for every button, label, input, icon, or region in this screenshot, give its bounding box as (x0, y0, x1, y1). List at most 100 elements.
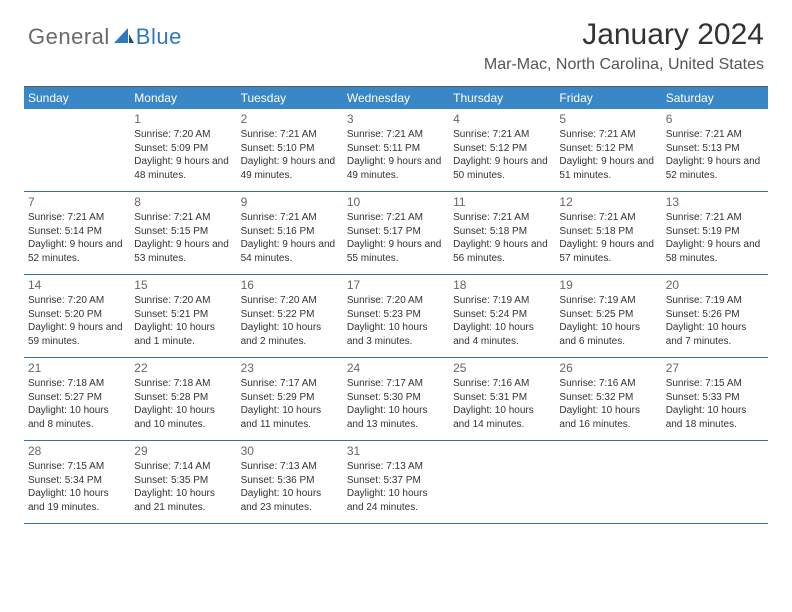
day-number: 17 (347, 277, 445, 293)
cell-line: Daylight: 10 hours and 16 minutes. (559, 404, 657, 431)
cell-line: Sunset: 5:15 PM (134, 225, 232, 239)
day-number: 16 (241, 277, 339, 293)
cell-line: Daylight: 10 hours and 23 minutes. (241, 487, 339, 514)
cell-line: Sunset: 5:22 PM (241, 308, 339, 322)
cell-line: Sunrise: 7:14 AM (134, 460, 232, 474)
calendar-cell: 30Sunrise: 7:13 AMSunset: 5:36 PMDayligh… (237, 441, 343, 523)
calendar-cell: 16Sunrise: 7:20 AMSunset: 5:22 PMDayligh… (237, 275, 343, 357)
cell-line: Sunset: 5:14 PM (28, 225, 126, 239)
calendar-cell: 3Sunrise: 7:21 AMSunset: 5:11 PMDaylight… (343, 109, 449, 191)
day-number: 21 (28, 360, 126, 376)
cell-line: Sunrise: 7:15 AM (28, 460, 126, 474)
day-number: 12 (559, 194, 657, 210)
week-row: 28Sunrise: 7:15 AMSunset: 5:34 PMDayligh… (24, 441, 768, 524)
cell-line: Sunset: 5:24 PM (453, 308, 551, 322)
cell-line: Daylight: 9 hours and 50 minutes. (453, 155, 551, 182)
day-number: 19 (559, 277, 657, 293)
day-number: 18 (453, 277, 551, 293)
cell-line: Daylight: 9 hours and 48 minutes. (134, 155, 232, 182)
day-number: 3 (347, 111, 445, 127)
cell-line: Sunrise: 7:20 AM (28, 294, 126, 308)
week-row: 21Sunrise: 7:18 AMSunset: 5:27 PMDayligh… (24, 358, 768, 441)
cell-line: Daylight: 9 hours and 49 minutes. (347, 155, 445, 182)
cell-line: Daylight: 9 hours and 57 minutes. (559, 238, 657, 265)
cell-line: Sunset: 5:17 PM (347, 225, 445, 239)
cell-line: Daylight: 10 hours and 4 minutes. (453, 321, 551, 348)
cell-line: Sunset: 5:29 PM (241, 391, 339, 405)
cell-line: Sunset: 5:31 PM (453, 391, 551, 405)
cell-line: Sunrise: 7:13 AM (241, 460, 339, 474)
calendar-cell: 24Sunrise: 7:17 AMSunset: 5:30 PMDayligh… (343, 358, 449, 440)
calendar-cell: 4Sunrise: 7:21 AMSunset: 5:12 PMDaylight… (449, 109, 555, 191)
day-number: 29 (134, 443, 232, 459)
location-text: Mar-Mac, North Carolina, United States (484, 56, 764, 74)
calendar-cell: 22Sunrise: 7:18 AMSunset: 5:28 PMDayligh… (130, 358, 236, 440)
calendar-cell: 27Sunrise: 7:15 AMSunset: 5:33 PMDayligh… (662, 358, 768, 440)
calendar-cell: 2Sunrise: 7:21 AMSunset: 5:10 PMDaylight… (237, 109, 343, 191)
sail-icon (114, 26, 134, 49)
day-header: Saturday (662, 87, 768, 109)
day-number: 23 (241, 360, 339, 376)
calendar-cell: 5Sunrise: 7:21 AMSunset: 5:12 PMDaylight… (555, 109, 661, 191)
day-number: 10 (347, 194, 445, 210)
calendar-cell: 29Sunrise: 7:14 AMSunset: 5:35 PMDayligh… (130, 441, 236, 523)
cell-line: Sunset: 5:21 PM (134, 308, 232, 322)
cell-line: Sunrise: 7:16 AM (559, 377, 657, 391)
cell-line: Sunset: 5:12 PM (559, 142, 657, 156)
day-number: 26 (559, 360, 657, 376)
logo-text-general: General (28, 24, 110, 50)
calendar-cell: 19Sunrise: 7:19 AMSunset: 5:25 PMDayligh… (555, 275, 661, 357)
calendar-cell (24, 109, 130, 191)
day-number: 30 (241, 443, 339, 459)
day-number: 22 (134, 360, 232, 376)
cell-line: Daylight: 9 hours and 58 minutes. (666, 238, 764, 265)
calendar-cell (555, 441, 661, 523)
day-header: Thursday (449, 87, 555, 109)
day-number: 4 (453, 111, 551, 127)
calendar-cell (662, 441, 768, 523)
page-header: General Blue January 2024 Mar-Mac, North… (0, 0, 792, 78)
cell-line: Sunset: 5:25 PM (559, 308, 657, 322)
cell-line: Sunset: 5:16 PM (241, 225, 339, 239)
cell-line: Sunrise: 7:21 AM (559, 128, 657, 142)
calendar-cell: 17Sunrise: 7:20 AMSunset: 5:23 PMDayligh… (343, 275, 449, 357)
cell-line: Daylight: 9 hours and 53 minutes. (134, 238, 232, 265)
calendar-cell: 14Sunrise: 7:20 AMSunset: 5:20 PMDayligh… (24, 275, 130, 357)
cell-line: Daylight: 10 hours and 7 minutes. (666, 321, 764, 348)
cell-line: Daylight: 10 hours and 8 minutes. (28, 404, 126, 431)
calendar-cell: 11Sunrise: 7:21 AMSunset: 5:18 PMDayligh… (449, 192, 555, 274)
cell-line: Sunset: 5:28 PM (134, 391, 232, 405)
day-number: 8 (134, 194, 232, 210)
day-number: 13 (666, 194, 764, 210)
day-header: Tuesday (237, 87, 343, 109)
cell-line: Sunrise: 7:20 AM (347, 294, 445, 308)
cell-line: Sunset: 5:13 PM (666, 142, 764, 156)
cell-line: Sunset: 5:33 PM (666, 391, 764, 405)
day-number: 20 (666, 277, 764, 293)
cell-line: Sunrise: 7:19 AM (559, 294, 657, 308)
day-header: Wednesday (343, 87, 449, 109)
day-number: 28 (28, 443, 126, 459)
cell-line: Sunrise: 7:15 AM (666, 377, 764, 391)
cell-line: Sunset: 5:11 PM (347, 142, 445, 156)
cell-line: Sunset: 5:10 PM (241, 142, 339, 156)
day-number: 1 (134, 111, 232, 127)
title-block: January 2024 Mar-Mac, North Carolina, Un… (484, 18, 764, 74)
day-number: 27 (666, 360, 764, 376)
cell-line: Daylight: 10 hours and 19 minutes. (28, 487, 126, 514)
calendar-cell: 8Sunrise: 7:21 AMSunset: 5:15 PMDaylight… (130, 192, 236, 274)
calendar-cell: 10Sunrise: 7:21 AMSunset: 5:17 PMDayligh… (343, 192, 449, 274)
week-row: 7Sunrise: 7:21 AMSunset: 5:14 PMDaylight… (24, 192, 768, 275)
cell-line: Daylight: 10 hours and 11 minutes. (241, 404, 339, 431)
day-number: 2 (241, 111, 339, 127)
cell-line: Sunrise: 7:21 AM (559, 211, 657, 225)
cell-line: Sunset: 5:30 PM (347, 391, 445, 405)
cell-line: Sunrise: 7:17 AM (347, 377, 445, 391)
cell-line: Sunset: 5:23 PM (347, 308, 445, 322)
month-title: January 2024 (484, 18, 764, 52)
cell-line: Sunrise: 7:21 AM (666, 128, 764, 142)
cell-line: Sunset: 5:35 PM (134, 474, 232, 488)
day-number: 14 (28, 277, 126, 293)
day-header: Sunday (24, 87, 130, 109)
calendar-cell: 26Sunrise: 7:16 AMSunset: 5:32 PMDayligh… (555, 358, 661, 440)
